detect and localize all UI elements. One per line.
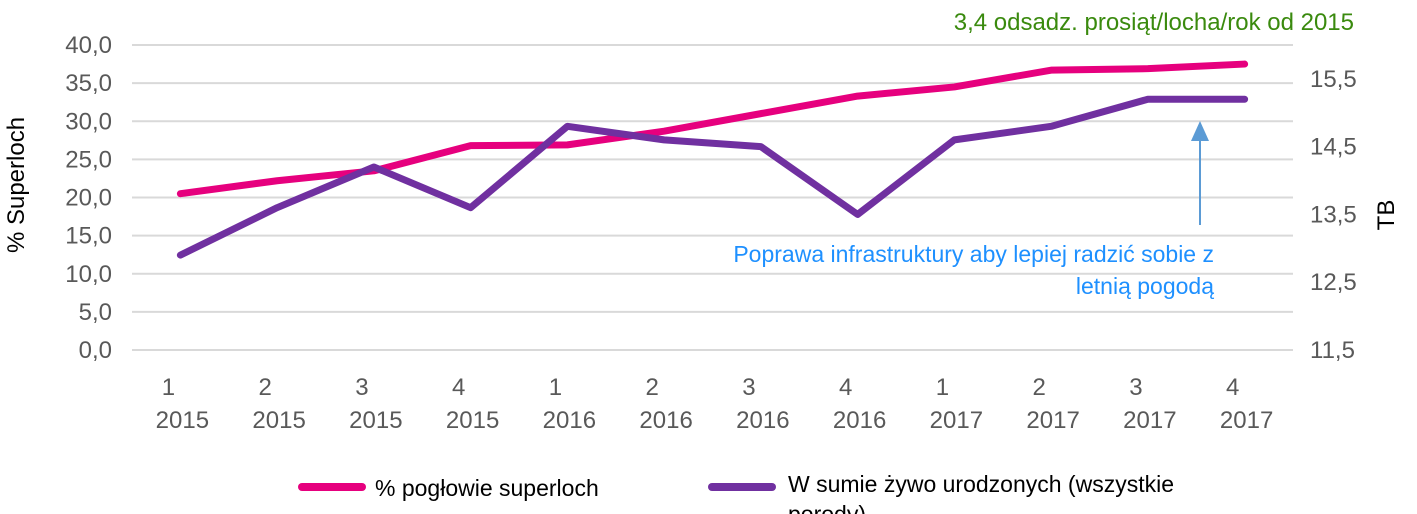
legend-label-line1: W sumie żywo urodzonych (wszystkie — [788, 471, 1174, 497]
x-tick-quarter: 2 — [645, 374, 658, 401]
x-tick-quarter: 1 — [549, 374, 562, 401]
y2-tick-label: 12,5 — [1310, 269, 1357, 296]
y-tick-label: 35,0 — [65, 70, 112, 97]
x-tick-quarter: 2 — [258, 374, 271, 401]
y-tick-label: 30,0 — [65, 108, 112, 135]
y-tick-label: 10,0 — [65, 261, 112, 288]
x-tick-year: 2016 — [736, 407, 789, 434]
legend-item-zywo-urodzonych: W sumie żywo urodzonych (wszystkie porod… — [708, 471, 1174, 514]
x-tick-year: 2015 — [349, 407, 402, 434]
x-tick-year: 2015 — [446, 407, 499, 434]
left-axis-title: % Superloch — [3, 117, 30, 253]
series-lines — [176, 60, 1249, 259]
y-tick-label: 5,0 — [79, 299, 112, 326]
annotation-blue-line1: Poprawa infrastruktury aby lepiej radzić… — [733, 241, 1214, 267]
x-tick-quarter: 4 — [452, 374, 465, 401]
y2-tick-label: 15,5 — [1310, 66, 1357, 93]
legend-label: % pogłowie superloch — [375, 475, 599, 501]
y-tick-label: 40,0 — [65, 32, 112, 59]
x-tick-quarter: 1 — [936, 374, 949, 401]
x-tick-year: 2016 — [543, 407, 596, 434]
y-tick-label: 20,0 — [65, 185, 112, 212]
annotation-blue-line2: letnią pogodą — [1076, 273, 1214, 299]
y-tick-label: 0,0 — [79, 337, 112, 364]
legend-item-superloch: % pogłowie superloch — [298, 475, 599, 501]
x-tick-quarter: 3 — [355, 374, 368, 401]
legend-label-line2: porody) — [788, 501, 866, 514]
x-tick-year: 2015 — [252, 407, 305, 434]
right-axis-title: TB — [1373, 200, 1400, 231]
x-tick-year: 2017 — [1123, 407, 1176, 434]
y2-tick-label: 13,5 — [1310, 201, 1357, 228]
annotation-arrow — [1191, 121, 1209, 225]
x-tick-year: 2017 — [1220, 407, 1273, 434]
y-tick-label: 25,0 — [65, 146, 112, 173]
x-axis-ticks: 1 2015 2 2015 3 2015 4 2015 1 2016 2 2016 3 2016 4 2016… — [156, 374, 1274, 434]
gridlines — [132, 44, 1293, 351]
x-tick-year: 2015 — [156, 407, 209, 434]
x-tick-quarter: 1 — [162, 374, 175, 401]
x-tick-quarter: 4 — [839, 374, 852, 401]
x-tick-year: 2016 — [833, 407, 886, 434]
y2-tick-label: 11,5 — [1310, 337, 1355, 364]
x-tick-quarter: 3 — [1129, 374, 1142, 401]
right-axis-ticks: 11,5 12,5 13,5 14,5 15,5 — [1310, 66, 1357, 364]
x-tick-quarter: 3 — [742, 374, 755, 401]
y2-tick-label: 14,5 — [1310, 134, 1357, 161]
x-tick-year: 2016 — [639, 407, 692, 434]
left-axis-ticks: 0,0 5,0 10,0 15,0 20,0 25,0 30,0 35,0 40,0 — [65, 32, 112, 364]
legend: % pogłowie superloch W sumie żywo urodzo… — [298, 471, 1174, 514]
y-tick-label: 15,0 — [65, 223, 112, 250]
annotation-green: 3,4 odsadz. prosiąt/locha/rok od 2015 — [954, 9, 1354, 36]
x-tick-year: 2017 — [1026, 407, 1079, 434]
x-tick-quarter: 2 — [1032, 374, 1045, 401]
x-tick-quarter: 4 — [1226, 374, 1239, 401]
x-tick-year: 2017 — [930, 407, 983, 434]
series-line-1 — [176, 95, 1249, 259]
